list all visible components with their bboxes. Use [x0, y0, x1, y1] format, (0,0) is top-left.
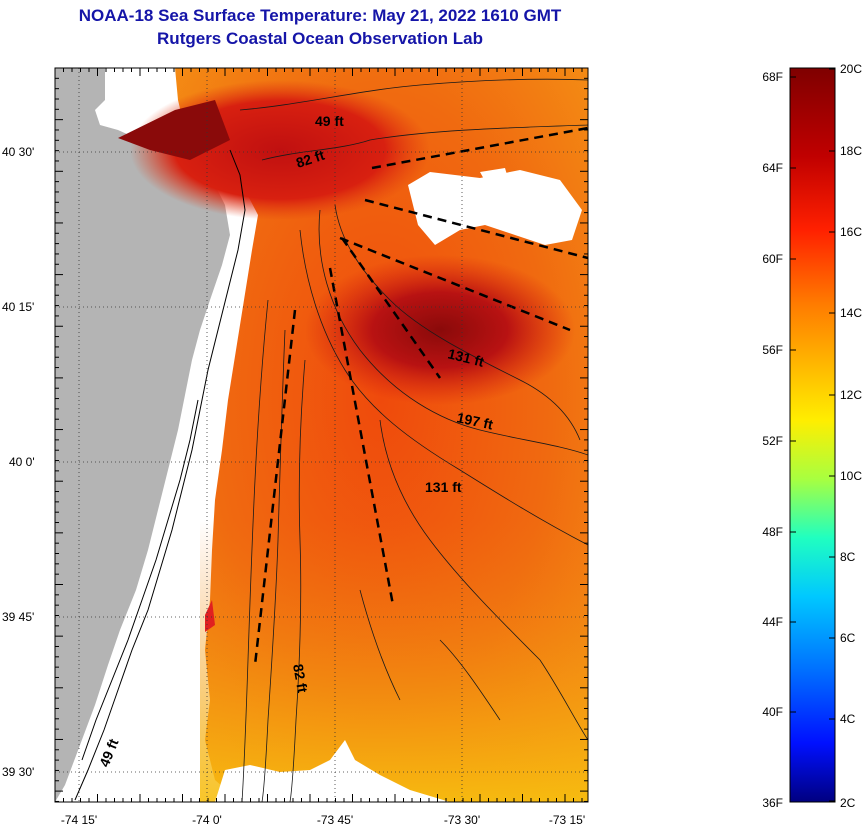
dashed-transects: [253, 126, 588, 666]
depth-label-82ft-south: 82 ft: [290, 663, 311, 694]
barrier-island: [81, 399, 199, 761]
cloud-gap-small: [480, 168, 510, 190]
cloud-gap-east: [408, 170, 582, 245]
cloud-gap-south: [215, 740, 450, 802]
map-subtitle: Rutgers Coastal Ocean Observation Lab: [157, 29, 483, 48]
map-title: NOAA-18 Sea Surface Temperature: May 21,…: [78, 6, 562, 25]
depth-label-49ft-north: 49 ft: [315, 113, 344, 129]
lat-label-40-30: 40 30': [2, 145, 34, 159]
land-mass: [55, 68, 230, 802]
inlet-plume: [205, 600, 215, 632]
cool-water-south: [200, 520, 588, 802]
depth-label-131ft-lower: 131 ft: [425, 479, 462, 495]
warm-core-eddy: [305, 255, 575, 405]
lat-label-39-30: 39 30': [2, 765, 34, 779]
lon-label-74-15: -74 15': [61, 813, 97, 827]
lat-label-40-0: 40 0': [9, 455, 35, 469]
lat-label-39-45: 39 45': [2, 610, 34, 624]
lon-label-73-15: -73 15': [549, 813, 585, 827]
map-frame: [54, 67, 589, 803]
graticule: [55, 68, 588, 802]
lon-label-73-30: -73 30': [444, 813, 480, 827]
depth-label-197ft: 197 ft: [455, 409, 494, 432]
coastline: [74, 149, 246, 801]
frame-ticks: [54, 67, 588, 802]
lat-label-40-15: 40 15': [2, 300, 34, 314]
hudson-plume: [118, 100, 230, 160]
lon-label-74-0: -74 0': [192, 813, 222, 827]
lon-label-73-45: -73 45': [317, 813, 353, 827]
